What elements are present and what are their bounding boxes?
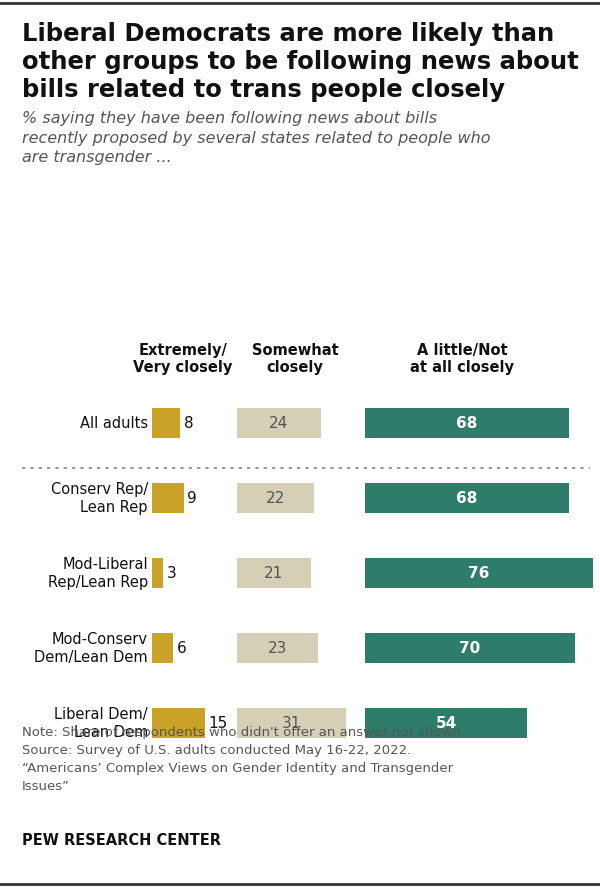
Bar [365, 483, 569, 513]
Text: 76: 76 [469, 566, 490, 581]
Text: % saying they have been following news about bills
recently proposed by several : % saying they have been following news a… [22, 111, 491, 165]
Text: 70: 70 [460, 641, 481, 656]
Bar [365, 708, 527, 739]
Text: 23: 23 [268, 641, 287, 656]
Text: Mod-Liberal
Rep/Lean Rep: Mod-Liberal Rep/Lean Rep [48, 557, 148, 590]
Bar [365, 559, 593, 588]
Text: 68: 68 [457, 491, 478, 506]
Text: All adults: All adults [80, 416, 148, 430]
Text: A little/Not
at all closely: A little/Not at all closely [410, 343, 514, 375]
Bar [237, 708, 346, 739]
Text: Liberal Democrats are more likely than
other groups to be following news about
b: Liberal Democrats are more likely than o… [22, 22, 579, 102]
Text: PEW RESEARCH CENTER: PEW RESEARCH CENTER [22, 833, 221, 848]
Bar [152, 708, 205, 739]
Text: Note: Share of respondents who didn't offer an answer not shown.
Source: Survey : Note: Share of respondents who didn't of… [22, 726, 465, 793]
Text: 24: 24 [269, 416, 289, 430]
Bar [237, 559, 311, 588]
Bar [152, 483, 184, 513]
Text: 8: 8 [184, 416, 194, 430]
Bar [365, 634, 575, 663]
Text: 22: 22 [266, 491, 285, 506]
Text: Conserv Rep/
Lean Rep: Conserv Rep/ Lean Rep [51, 482, 148, 515]
Text: 3: 3 [167, 566, 176, 581]
Bar [237, 483, 314, 513]
Bar [152, 408, 180, 438]
Bar [237, 634, 317, 663]
Text: 54: 54 [436, 715, 457, 731]
Bar [152, 559, 163, 588]
Text: 21: 21 [264, 566, 283, 581]
Text: 9: 9 [187, 491, 197, 506]
Text: Liberal Dem/
Lean Dem: Liberal Dem/ Lean Dem [55, 707, 148, 740]
Text: 31: 31 [281, 715, 301, 731]
Text: Somewhat
closely: Somewhat closely [251, 343, 338, 375]
Bar [237, 408, 321, 438]
Bar [152, 634, 173, 663]
Text: Extremely/
Very closely: Extremely/ Very closely [133, 343, 233, 375]
Text: Mod-Conserv
Dem/Lean Dem: Mod-Conserv Dem/Lean Dem [34, 632, 148, 665]
Text: 6: 6 [177, 641, 187, 656]
Text: 68: 68 [457, 416, 478, 430]
Text: 15: 15 [209, 715, 228, 731]
Bar [365, 408, 569, 438]
